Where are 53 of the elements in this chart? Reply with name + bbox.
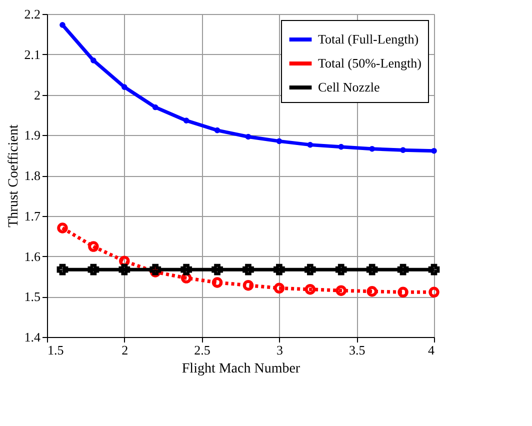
point <box>338 144 344 150</box>
point <box>400 147 406 153</box>
x-tick-label: 2 <box>122 342 128 358</box>
y-tick-label: 1.6 <box>24 248 41 264</box>
point <box>242 264 254 276</box>
point <box>304 284 316 295</box>
y-tick-label: 2.2 <box>24 6 40 22</box>
legend-label: Total (50%-Length) <box>318 56 422 70</box>
point <box>431 148 437 154</box>
point <box>428 286 440 298</box>
x-tick-label: 4 <box>428 342 435 358</box>
x-tick-label: 3.5 <box>348 342 366 358</box>
x-axis-title: Flight Mach Number <box>182 362 300 376</box>
y-tick-label: 2.1 <box>24 46 40 62</box>
legend-label: Total (Full-Length) <box>318 32 419 46</box>
point <box>276 138 282 144</box>
point <box>56 264 68 276</box>
y-tick-label: 1.4 <box>24 330 41 344</box>
y-axis-title: Thrust Coefficient <box>6 124 22 228</box>
point <box>335 264 347 276</box>
point <box>274 282 285 294</box>
point <box>336 285 346 296</box>
point <box>212 264 223 276</box>
y-tick-label: 1.8 <box>24 168 40 183</box>
point <box>88 241 99 252</box>
y-tick-label: 1.9 <box>24 128 40 143</box>
x-tick-label: 3 <box>276 342 283 358</box>
y-tick-label: 2 <box>34 87 40 102</box>
point <box>57 222 68 234</box>
point <box>304 264 316 276</box>
y-tick-label: 1.5 <box>24 289 40 304</box>
point <box>90 58 96 64</box>
point <box>307 142 314 148</box>
x-tick-label: 2.5 <box>194 342 210 358</box>
point <box>242 280 254 291</box>
point <box>150 264 162 276</box>
x-tick-label: 1.5 <box>48 342 64 358</box>
point <box>274 264 285 276</box>
point <box>88 264 100 276</box>
point <box>212 277 223 288</box>
point <box>183 118 190 124</box>
legend-label: Cell Nozzle <box>318 80 380 94</box>
point <box>366 286 378 297</box>
point <box>214 127 220 134</box>
point <box>60 22 66 28</box>
point <box>397 264 409 276</box>
point <box>366 264 378 276</box>
point <box>428 264 440 276</box>
point <box>118 264 130 276</box>
point <box>121 84 128 90</box>
point <box>180 264 192 276</box>
point <box>398 286 408 298</box>
y-tick-label: 1.7 <box>24 208 41 224</box>
